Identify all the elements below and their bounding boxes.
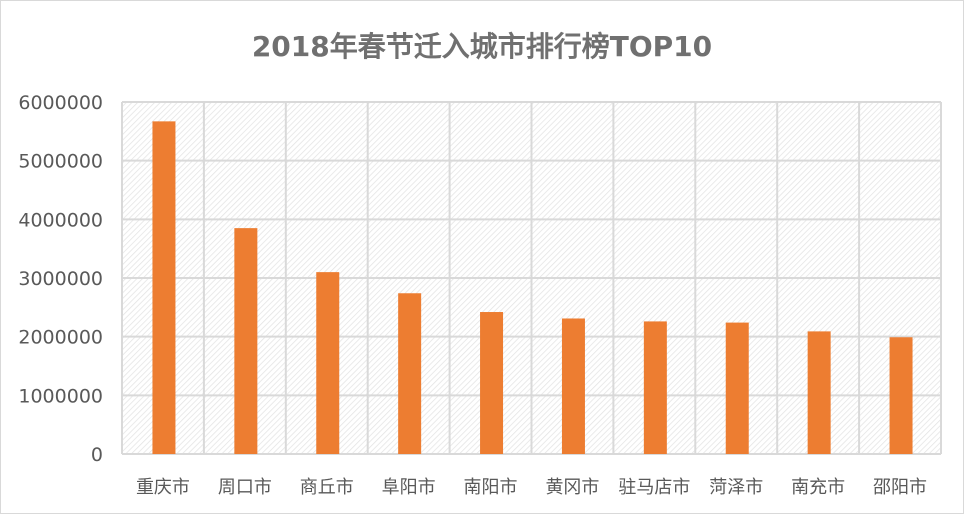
bar <box>316 272 340 454</box>
x-tick-label: 重庆市 <box>136 477 190 498</box>
x-tick-label: 南阳市 <box>464 477 518 498</box>
bar <box>561 318 585 454</box>
bar <box>807 331 831 454</box>
y-tick-label: 5000000 <box>18 151 103 173</box>
y-tick-label: 3000000 <box>18 268 103 290</box>
bar <box>889 337 913 454</box>
bar <box>480 312 504 454</box>
x-tick-label: 周口市 <box>218 477 272 498</box>
x-tick-label: 南充市 <box>791 477 845 498</box>
x-tick-label: 商丘市 <box>300 477 354 498</box>
y-tick-label: 6000000 <box>18 92 103 114</box>
bar <box>398 293 422 454</box>
bar <box>643 321 667 454</box>
x-tick-label: 阜阳市 <box>382 477 436 498</box>
bar <box>152 121 176 455</box>
y-tick-label: 2000000 <box>18 327 103 349</box>
bar <box>234 228 258 454</box>
x-tick-label: 驻马店市 <box>618 477 690 498</box>
y-tick-label: 1000000 <box>18 385 103 407</box>
x-tick-label: 菏泽市 <box>709 477 763 498</box>
x-tick-label: 黄冈市 <box>545 477 599 498</box>
x-tick-label: 邵阳市 <box>873 477 927 498</box>
y-tick-label: 0 <box>91 444 103 466</box>
y-tick-label: 4000000 <box>18 209 103 231</box>
bar <box>725 322 749 454</box>
chart-title: 2018年春节迁入城市排行榜TOP10 <box>251 30 713 63</box>
